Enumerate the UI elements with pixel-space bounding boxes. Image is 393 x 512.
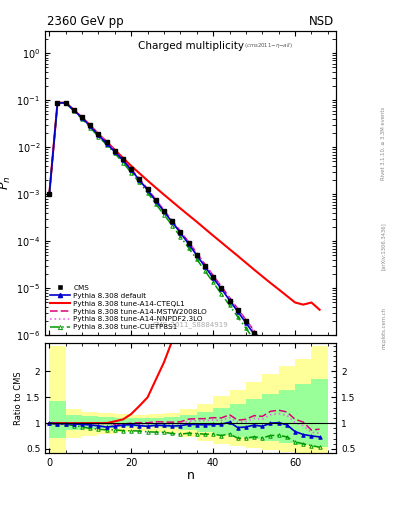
Text: CMS_2011_S8884919: CMS_2011_S8884919: [153, 321, 228, 328]
Y-axis label: Ratio to CMS: Ratio to CMS: [14, 371, 23, 425]
Text: mcplots.cern.ch: mcplots.cern.ch: [381, 307, 386, 349]
Text: Charged multiplicity: Charged multiplicity: [138, 41, 244, 51]
Legend: CMS, Pythia 8.308 default, Pythia 8.308 tune-A14-CTEQL1, Pythia 8.308 tune-A14-M: CMS, Pythia 8.308 default, Pythia 8.308 …: [49, 284, 209, 332]
Text: [arXiv:1306.3436]: [arXiv:1306.3436]: [381, 222, 386, 270]
Text: $_{(cms2011\mathsf{-}\eta\mathsf{-}all)}$: $_{(cms2011\mathsf{-}\eta\mathsf{-}all)}…: [244, 41, 293, 51]
Text: Rivet 3.1.10, ≥ 3.3M events: Rivet 3.1.10, ≥ 3.3M events: [381, 106, 386, 180]
Y-axis label: $P_n$: $P_n$: [0, 176, 13, 190]
Text: 2360 GeV pp: 2360 GeV pp: [47, 15, 124, 28]
Text: NSD: NSD: [309, 15, 334, 28]
X-axis label: n: n: [187, 470, 195, 482]
